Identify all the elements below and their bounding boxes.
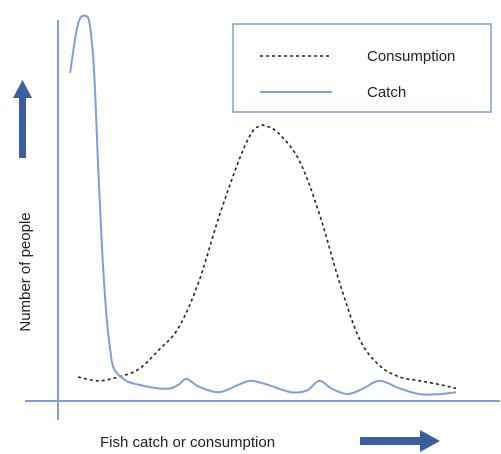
series-line-catch xyxy=(69,14,457,396)
x-axis-label: Fish catch or consumption xyxy=(100,434,275,451)
x-axis-arrow-icon xyxy=(360,430,440,452)
legend: Consumption Catch xyxy=(232,23,492,113)
legend-label-consumption: Consumption xyxy=(367,48,455,65)
legend-label-catch: Catch xyxy=(367,84,406,101)
series-line-consumption xyxy=(77,124,457,390)
y-axis-arrow-icon xyxy=(13,80,32,158)
legend-box xyxy=(232,23,492,113)
y-axis-label: Number of people xyxy=(17,212,34,331)
